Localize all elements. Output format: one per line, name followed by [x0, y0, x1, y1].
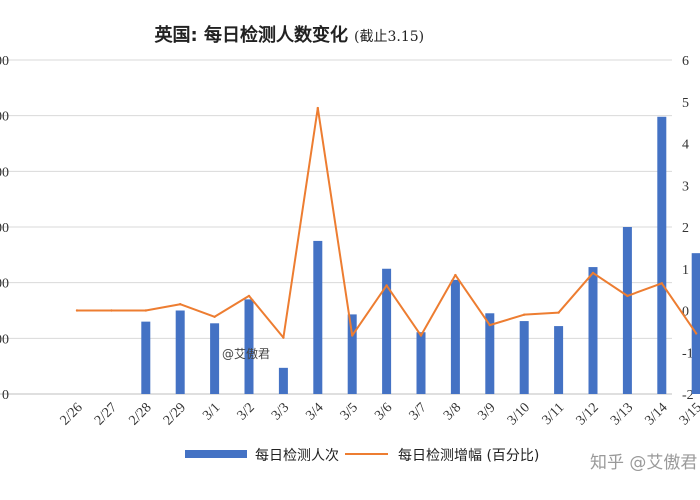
bar: [313, 240, 323, 394]
left-axis-ticks: 0 1000 2000 3000 4000 5000 6000: [0, 54, 9, 403]
legend: 每日检测人次 每日检测增幅 (百分比): [185, 448, 539, 464]
x-tick-label: 2/28: [126, 400, 154, 428]
line-point: [213, 315, 216, 318]
x-tick-label: 3/15: [677, 400, 700, 428]
line-point: [144, 309, 147, 312]
watermark: 知乎 @艾傲君: [590, 453, 697, 473]
legend-bar-label: 每日检测人次: [255, 448, 339, 464]
x-tick-label: 2/26: [58, 400, 86, 428]
bar: [278, 367, 288, 394]
bar: [691, 253, 700, 394]
bar: [450, 279, 460, 394]
bar: [554, 326, 564, 394]
x-tick-label: 3/8: [441, 400, 464, 423]
line-series: [75, 106, 698, 339]
right-tick-label: 5: [682, 96, 689, 111]
x-tick-label: 3/6: [372, 400, 395, 423]
bar: [485, 313, 495, 394]
legend-line-label: 每日检测增幅 (百分比): [398, 448, 539, 464]
line-point: [110, 309, 113, 312]
right-tick-label: 4: [682, 138, 689, 153]
right-tick-label: 3: [682, 179, 689, 194]
line-point: [351, 334, 354, 337]
x-tick-label: 3/5: [338, 400, 361, 423]
chart-title-main: 英国: 每日检测人数变化: [154, 24, 348, 46]
x-tick-label: 3/9: [475, 400, 498, 423]
x-tick-label: 2/29: [161, 400, 189, 428]
left-tick-label: 1000: [0, 332, 9, 347]
left-tick-label: 2000: [0, 277, 9, 292]
right-tick-label: 2: [682, 221, 689, 236]
line-point: [557, 311, 560, 314]
bar: [588, 267, 598, 394]
line-point: [523, 313, 526, 316]
line-point: [591, 271, 595, 275]
right-axis-ticks: -2 -1 0 1 2 3 4 5 6: [682, 54, 694, 403]
x-tick-label: 3/12: [574, 400, 602, 428]
bar: [416, 332, 426, 394]
chart-title-subtitle: (截止3.15): [354, 29, 424, 45]
x-axis-ticks: 2/26 2/27 2/28 2/29 3/1 3/2 3/3 3/4 3/5 3/6 3/7 3/8…: [58, 400, 700, 428]
bar: [519, 321, 529, 394]
left-tick-label: 3000: [0, 221, 9, 236]
line-point: [626, 294, 629, 298]
x-tick-label: 3/13: [608, 400, 636, 428]
x-tick-label: 3/7: [407, 400, 430, 423]
bar: [244, 299, 254, 394]
x-tick-label: 2/27: [92, 400, 120, 428]
line-point: [75, 309, 79, 312]
x-tick-label: 3/4: [303, 400, 326, 423]
x-tick-label: 3/14: [642, 400, 670, 428]
bar-series: [141, 116, 700, 394]
x-tick-label: 3/3: [269, 400, 292, 423]
line-point: [247, 294, 251, 298]
line-point: [419, 334, 423, 337]
right-tick-label: 1: [682, 263, 689, 278]
left-tick-label: 4000: [0, 165, 9, 180]
x-tick-label: 3/1: [200, 400, 223, 423]
bar: [382, 268, 392, 394]
bar: [347, 314, 357, 394]
bar: [622, 227, 632, 394]
right-tick-label: -2: [682, 388, 694, 403]
line-point: [454, 273, 457, 277]
gridlines: [0, 59, 672, 395]
right-tick-label: -1: [682, 346, 694, 361]
line-point: [179, 303, 182, 306]
left-tick-label: 0: [2, 388, 9, 403]
line-point: [385, 284, 388, 287]
line-point: [695, 332, 698, 335]
chart-title: 英国: 每日检测人数变化 (截止3.15): [154, 24, 425, 46]
x-tick-label: 3/10: [505, 400, 533, 428]
bar: [141, 321, 151, 394]
bar: [175, 310, 185, 394]
line-point: [660, 282, 663, 285]
legend-bar-swatch: [185, 450, 247, 458]
left-tick-label: 5000: [0, 110, 9, 125]
line-point: [282, 336, 285, 339]
line-point: [316, 106, 319, 110]
x-tick-label: 3/2: [235, 400, 258, 423]
right-tick-label: 0: [682, 305, 689, 320]
line-point: [488, 323, 491, 327]
bar: [210, 323, 220, 394]
x-tick-label: 3/11: [540, 400, 568, 428]
right-tick-label: 6: [682, 54, 689, 69]
chart-annotation: @艾傲君: [222, 346, 270, 361]
left-tick-label: 6000: [0, 54, 9, 69]
bar: [657, 116, 667, 394]
